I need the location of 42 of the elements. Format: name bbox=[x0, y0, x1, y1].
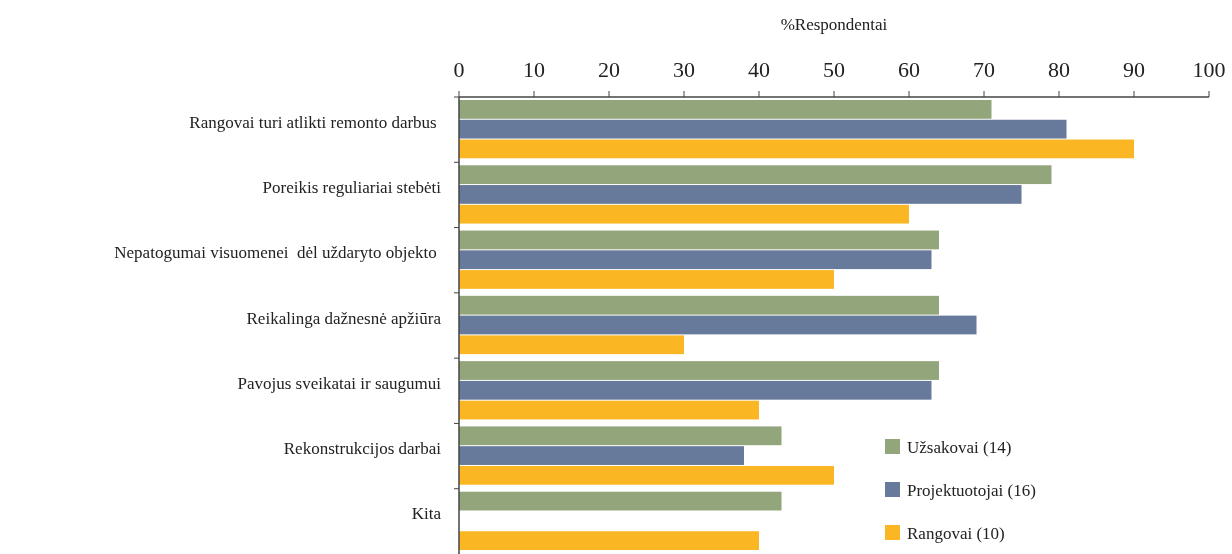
bar bbox=[459, 400, 759, 420]
x-tick-label: 60 bbox=[898, 57, 920, 82]
x-tick-label: 70 bbox=[973, 57, 995, 82]
bar bbox=[459, 335, 684, 355]
y-tick-label: Nepatogumai visuomenei dėl uždaryto objekto bbox=[114, 243, 441, 263]
x-tick-label: 30 bbox=[673, 57, 695, 82]
x-tick-label: 100 bbox=[1192, 57, 1226, 82]
bar bbox=[459, 465, 834, 485]
y-tick-label: Kita bbox=[411, 504, 442, 524]
bar bbox=[459, 531, 759, 550]
bar bbox=[459, 361, 939, 380]
x-tick-label: 50 bbox=[823, 57, 845, 82]
y-tick-label: Rangovai turi atlikti remonto darbus bbox=[189, 112, 441, 132]
bar bbox=[459, 165, 1052, 185]
bar bbox=[459, 139, 1134, 159]
bar bbox=[459, 230, 939, 250]
y-tick-label: Poreikis reguliariai stebėti bbox=[262, 177, 442, 197]
legend-label: Projektuotojai (16) bbox=[907, 481, 1036, 500]
bar bbox=[459, 446, 744, 465]
bar bbox=[459, 426, 782, 446]
bar bbox=[459, 204, 909, 224]
bar bbox=[459, 119, 1067, 139]
x-tick-label: 80 bbox=[1048, 57, 1070, 82]
x-tick-label: 40 bbox=[748, 57, 770, 82]
x-tick-label: 20 bbox=[598, 57, 620, 82]
bar bbox=[459, 270, 834, 289]
bar bbox=[459, 491, 782, 511]
y-tick-label: Pavojus sveikatai ir saugumui bbox=[237, 373, 442, 393]
y-tick-label: Reikalinga dažnesnė apžiūra bbox=[246, 308, 442, 328]
x-tick-label: 0 bbox=[453, 57, 465, 82]
bar bbox=[459, 100, 992, 119]
bar bbox=[459, 250, 932, 270]
y-tick-label: Rekonstrukcijos darbai bbox=[283, 439, 442, 459]
bar bbox=[459, 185, 1022, 204]
x-tick-label: 10 bbox=[523, 57, 545, 82]
legend-label: Rangovai (10) bbox=[907, 524, 1005, 543]
x-tick-label: 90 bbox=[1123, 57, 1145, 82]
legend-label: Užsakovai (14) bbox=[907, 438, 1012, 457]
x-axis-title: %Respondentai bbox=[780, 15, 888, 34]
bar bbox=[459, 315, 977, 335]
bar bbox=[459, 380, 932, 400]
bar bbox=[459, 295, 939, 315]
